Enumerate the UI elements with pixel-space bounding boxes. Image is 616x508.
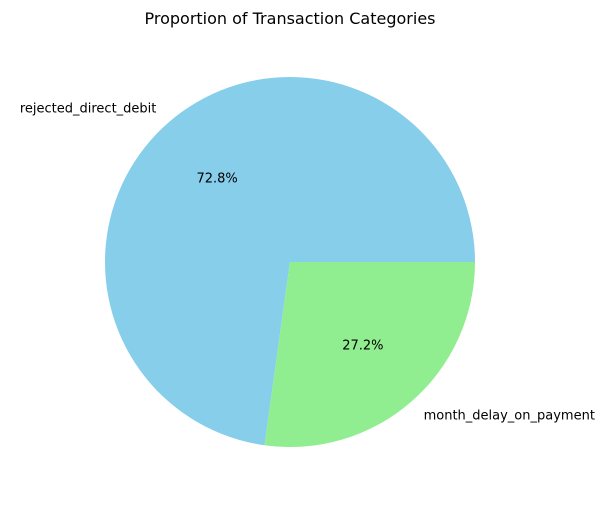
pie-slice-month-delay-on-payment — [264, 262, 475, 448]
slice-label-rejected-direct-debit: rejected_direct_debit — [20, 102, 157, 117]
pie-labels: rejected_direct_debit 72.8% month_delay_on… — [20, 102, 595, 424]
percent-label-month-delay-on-payment: 27.2% — [342, 339, 383, 354]
chart-title: Proportion of Transaction Categories — [144, 9, 435, 28]
pie-slices — [104, 77, 475, 448]
slice-label-month-delay-on-payment: month_delay_on_payment — [424, 409, 595, 424]
pie-slice-rejected-direct-debit — [104, 77, 475, 446]
percent-label-rejected-direct-debit: 72.8% — [196, 171, 237, 186]
